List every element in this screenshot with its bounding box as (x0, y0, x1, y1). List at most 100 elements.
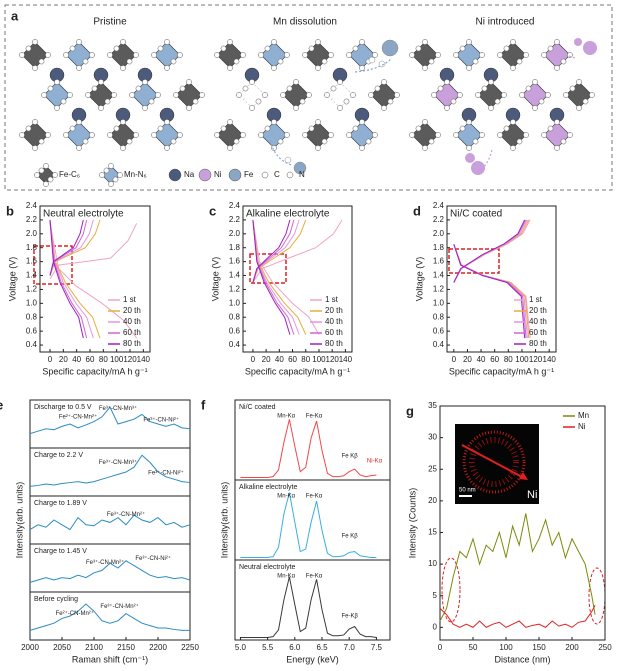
data-line (252, 219, 295, 335)
atom (25, 125, 32, 132)
octahedron (21, 41, 49, 69)
y-tick-label: 1.8 (229, 243, 241, 252)
atom (91, 85, 98, 92)
octahedron (433, 81, 461, 109)
free-ion (381, 39, 399, 57)
atom (497, 132, 503, 138)
x-tick-label: 250 (598, 643, 612, 652)
data-line (240, 492, 377, 558)
octahedron (260, 121, 288, 149)
subplot-frame (234, 479, 391, 561)
atom (41, 92, 47, 98)
atom (532, 105, 538, 111)
x-axis-title: Distance (nm) (494, 654, 550, 664)
atom (554, 145, 560, 151)
arrow (269, 139, 293, 166)
x-tick-label: 0 (438, 643, 443, 652)
x-tick-label: 2200 (149, 643, 167, 652)
atom (525, 85, 532, 92)
x-axis-title: Specific capacity/mA h g⁻¹ (42, 366, 147, 376)
data-line (49, 219, 88, 339)
octahedron (65, 121, 93, 149)
atom (315, 65, 321, 71)
x-tick-label: 2000 (21, 643, 39, 652)
octahedron (260, 41, 288, 69)
y-tick-label: 0.6 (26, 326, 38, 335)
data-line (29, 514, 191, 531)
x-tick-label: 7.0 (344, 643, 356, 652)
octahedron (304, 121, 332, 149)
subplot-label: Alkaline electrolyte (239, 484, 297, 491)
x-tick-label: 80 (99, 355, 108, 364)
arrow (479, 149, 493, 171)
atom (54, 79, 60, 85)
legend-symbol (198, 168, 212, 182)
octahedron (282, 81, 310, 109)
highlight-ellipse (441, 557, 461, 623)
legend-label: 20 th (325, 306, 343, 315)
y-tick-label: 5 (433, 591, 438, 600)
atom (82, 58, 89, 65)
x-tick-label: 100 (110, 355, 124, 364)
free-ion (583, 41, 597, 55)
y-tick-label: 1.6 (26, 257, 38, 266)
atom (466, 145, 472, 151)
atom (576, 79, 582, 85)
atom (315, 39, 321, 45)
atom (315, 145, 321, 151)
panel-letter: g (406, 403, 414, 418)
x-tick-label: 60 (86, 355, 95, 364)
x-tick-label: 80 (301, 355, 310, 364)
atom (466, 39, 472, 45)
y-tick-label: 1.2 (26, 285, 38, 294)
legend-label: 60 th (529, 328, 547, 337)
subplot-label: Charge to 1.89 V (34, 500, 87, 507)
octahedron (21, 121, 49, 149)
atom (262, 92, 268, 98)
atom (186, 79, 192, 85)
atom (227, 39, 233, 45)
x-tick-label: 120 (529, 355, 543, 364)
atom (126, 138, 133, 145)
y-axis-title: Voltage (V) (414, 257, 424, 302)
x-tick-label: 100 (515, 355, 529, 364)
atom (481, 85, 488, 92)
data-line (252, 219, 300, 335)
panel-letter: c (209, 203, 216, 218)
atom (227, 145, 233, 151)
legend-label: 20 th (529, 306, 547, 315)
atom (472, 138, 479, 145)
atom (227, 119, 233, 125)
y-tick-label: 0.8 (229, 312, 241, 321)
atom (240, 52, 246, 58)
octahedron (153, 41, 181, 69)
y-axis-title: Voltage (V) (210, 257, 220, 302)
atom (220, 125, 227, 132)
chart-title: Alkaline electrolyte (246, 209, 330, 220)
annotation: Fe³⁺-CN-Ni²⁺ (148, 470, 184, 477)
x-tick-label: 100 (312, 355, 326, 364)
atom (240, 132, 246, 138)
octahedron (411, 41, 439, 69)
atom (60, 98, 67, 105)
atom (133, 52, 139, 58)
atom (435, 52, 441, 58)
atom (409, 132, 415, 138)
y-tick-label: 1.2 (229, 285, 241, 294)
atom (120, 145, 126, 151)
legend-label: 80 th (123, 339, 141, 348)
y-tick-label: 0 (433, 622, 438, 631)
y-tick-label: 1.4 (26, 271, 38, 280)
atom (547, 125, 554, 132)
atom (315, 119, 321, 125)
x-tick-label: 0 (452, 355, 457, 364)
x-axis-title: Specific capacity/mA h g⁻¹ (245, 366, 350, 376)
atom (112, 176, 119, 183)
atom (346, 52, 352, 58)
annotation: Mn-Kα (277, 414, 295, 420)
y-tick-label: 2.4 (433, 201, 445, 210)
atom (284, 52, 290, 58)
atom (545, 92, 551, 98)
atom (302, 132, 308, 138)
